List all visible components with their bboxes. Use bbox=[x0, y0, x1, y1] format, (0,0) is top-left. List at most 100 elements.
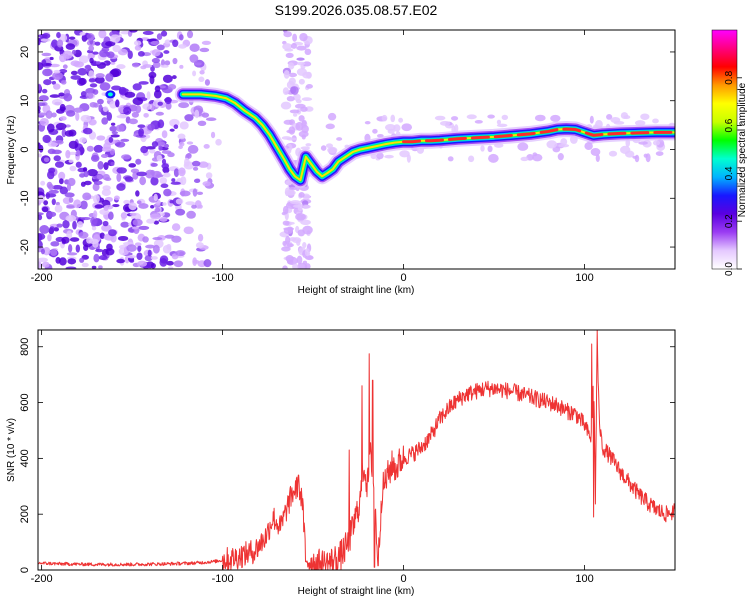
spectrogram-noise-blob bbox=[327, 146, 338, 154]
spectrogram-noise-blob bbox=[289, 186, 297, 191]
spectrogram-noise-blob bbox=[159, 258, 168, 267]
spectrogram-noise-blob bbox=[65, 110, 76, 117]
spectrogram-noise-blob bbox=[69, 237, 80, 242]
spectrogram-noise-blob bbox=[145, 244, 156, 249]
spectrogram-noise-blob bbox=[165, 102, 172, 110]
spectrogram-noise-blob bbox=[151, 170, 162, 179]
spectrogram-noise-blob bbox=[173, 168, 180, 178]
spectrogram-noise-blob bbox=[302, 204, 311, 209]
spectrogram-noise-blob bbox=[292, 33, 298, 42]
spectrogram-noise-blob bbox=[105, 41, 116, 47]
spectrogram-noise-blob bbox=[300, 219, 311, 226]
spectrogram-noise-blob bbox=[54, 204, 63, 213]
spectrogram-noise-blob bbox=[106, 243, 113, 251]
spectrogram-noise-blob bbox=[66, 230, 73, 240]
spectrogram-noise-blob bbox=[655, 151, 664, 156]
spectrogram-noise-blob bbox=[38, 83, 42, 91]
spectrogram-noise-blob bbox=[78, 231, 89, 239]
spectrogram-noise-blob bbox=[150, 176, 159, 186]
spectrogram-noise-blob bbox=[166, 260, 174, 266]
spectrogram-noise-blob bbox=[73, 107, 84, 113]
spectrogram-noise-blob bbox=[164, 143, 169, 149]
spectrogram-noise-blob bbox=[42, 246, 51, 256]
spectrogram-noise-blob bbox=[150, 213, 161, 220]
spectrogram-noise-blob bbox=[288, 126, 296, 135]
spectrogram-noise-blob bbox=[88, 119, 97, 126]
spectrogram-noise-blob bbox=[534, 114, 546, 122]
spectrogram-noise-blob bbox=[149, 75, 155, 85]
spectrogram-noise-blob bbox=[93, 144, 104, 153]
spectrogram-noise-blob bbox=[116, 173, 122, 182]
spectrogram-noise-blob bbox=[68, 197, 74, 203]
spectrogram-noise-blob bbox=[117, 48, 128, 56]
spectrogram-noise-blob bbox=[48, 167, 56, 174]
snr-series bbox=[38, 330, 675, 570]
spectrogram-noise-blob bbox=[113, 195, 120, 201]
spectrogram-noise-blob bbox=[327, 112, 337, 121]
spectrogram-noise-blob bbox=[127, 50, 133, 60]
spectrogram-noise-blob bbox=[390, 114, 396, 123]
spectrogram-noise-blob bbox=[106, 51, 115, 59]
spectrogram-noise-blob bbox=[38, 233, 43, 242]
spectrogram-y-tick-label: -20 bbox=[19, 239, 31, 255]
spectrogram-noise-blob bbox=[184, 157, 190, 167]
spectrogram-noise-blob bbox=[143, 112, 149, 118]
spectrogram-noise-blob bbox=[43, 79, 52, 86]
spectrogram-noise-blob bbox=[296, 45, 307, 51]
spectrogram-noise-blob bbox=[121, 154, 131, 160]
spectrogram-noise-blob bbox=[93, 210, 98, 219]
spectrogram-noise-blob bbox=[39, 118, 49, 126]
spectrogram-noise-blob bbox=[144, 255, 153, 262]
spectrogram-noise-blob bbox=[286, 243, 294, 248]
spectrogram-noise-blob bbox=[299, 32, 308, 42]
spectrogram-noise-blob bbox=[142, 103, 153, 110]
spectrogram-noise-blob bbox=[128, 163, 137, 168]
spectrogram-noise-blob bbox=[138, 81, 149, 85]
spectrogram-noise-blob bbox=[136, 200, 142, 205]
spectrogram-noise-blob bbox=[58, 171, 66, 181]
spectrogram-noise-blob bbox=[135, 190, 140, 197]
spectrogram-noise-blob bbox=[296, 61, 306, 66]
spectrogram-noise-blob bbox=[149, 148, 156, 154]
snr-x-tick-label: 0 bbox=[400, 573, 406, 585]
spectrogram-noise-blob bbox=[285, 254, 294, 263]
spectrogram-noise-blob bbox=[61, 128, 67, 138]
spectrogram-noise-blob bbox=[92, 194, 100, 204]
spectrogram-noise-blob bbox=[129, 30, 138, 33]
spectrogram-noise-blob bbox=[288, 72, 298, 78]
spectrogram-noise-blob bbox=[320, 145, 327, 151]
spectrogram-noise-blob bbox=[381, 114, 388, 122]
spectrogram-noise-blob bbox=[41, 261, 50, 268]
spectrogram-noise-blob bbox=[59, 106, 66, 112]
spectrogram-noise-blob bbox=[40, 248, 45, 255]
spectrogram-noise-blob bbox=[196, 191, 204, 196]
spectrogram-noise-blob bbox=[304, 48, 312, 56]
spectrogram-noise-blob bbox=[116, 64, 126, 70]
spectrogram-noise-blob bbox=[163, 188, 172, 197]
spectrogram-noise-blob bbox=[172, 57, 178, 65]
spectrogram-noise-blob bbox=[129, 212, 137, 216]
spectrogram-noise-blob bbox=[112, 203, 120, 208]
spectrogram-noise-blob bbox=[120, 221, 130, 228]
spectrogram-noise-blob bbox=[78, 77, 87, 86]
spectrogram-noise-blob bbox=[166, 243, 172, 250]
spectrogram-noise-blob bbox=[157, 119, 165, 129]
spectrogram-noise-blob bbox=[138, 127, 145, 137]
spectrogram-noise-blob bbox=[142, 64, 153, 68]
spectrogram-noise-blob bbox=[64, 192, 75, 198]
spectrogram-noise-blob bbox=[152, 244, 160, 254]
colorbar-ticks: 0.0 0.2 0.4 0.6 0.8 bbox=[724, 70, 742, 276]
figure-title: S199.2026.035.08.57.E02 bbox=[275, 2, 438, 18]
spectrogram-noise-blob bbox=[281, 136, 292, 140]
spectrogram-noise-blob bbox=[171, 235, 182, 243]
spectrogram-noise-blob bbox=[81, 262, 89, 268]
spectrogram-noise-blob bbox=[173, 260, 184, 268]
spectrogram-noise-blob bbox=[55, 201, 60, 206]
spectrogram-noise-blob bbox=[215, 138, 222, 146]
spectrogram-noise-blob bbox=[283, 31, 292, 38]
spectrogram-noise-blob bbox=[106, 112, 113, 121]
spectrogram-noise-blob bbox=[88, 45, 95, 52]
spectrogram-noise-blob bbox=[282, 220, 290, 226]
colorbar: 0.0 0.2 0.4 0.6 0.8 Normalized spectral ampl… bbox=[711, 29, 748, 276]
spectrogram-noise-blob bbox=[70, 60, 81, 67]
